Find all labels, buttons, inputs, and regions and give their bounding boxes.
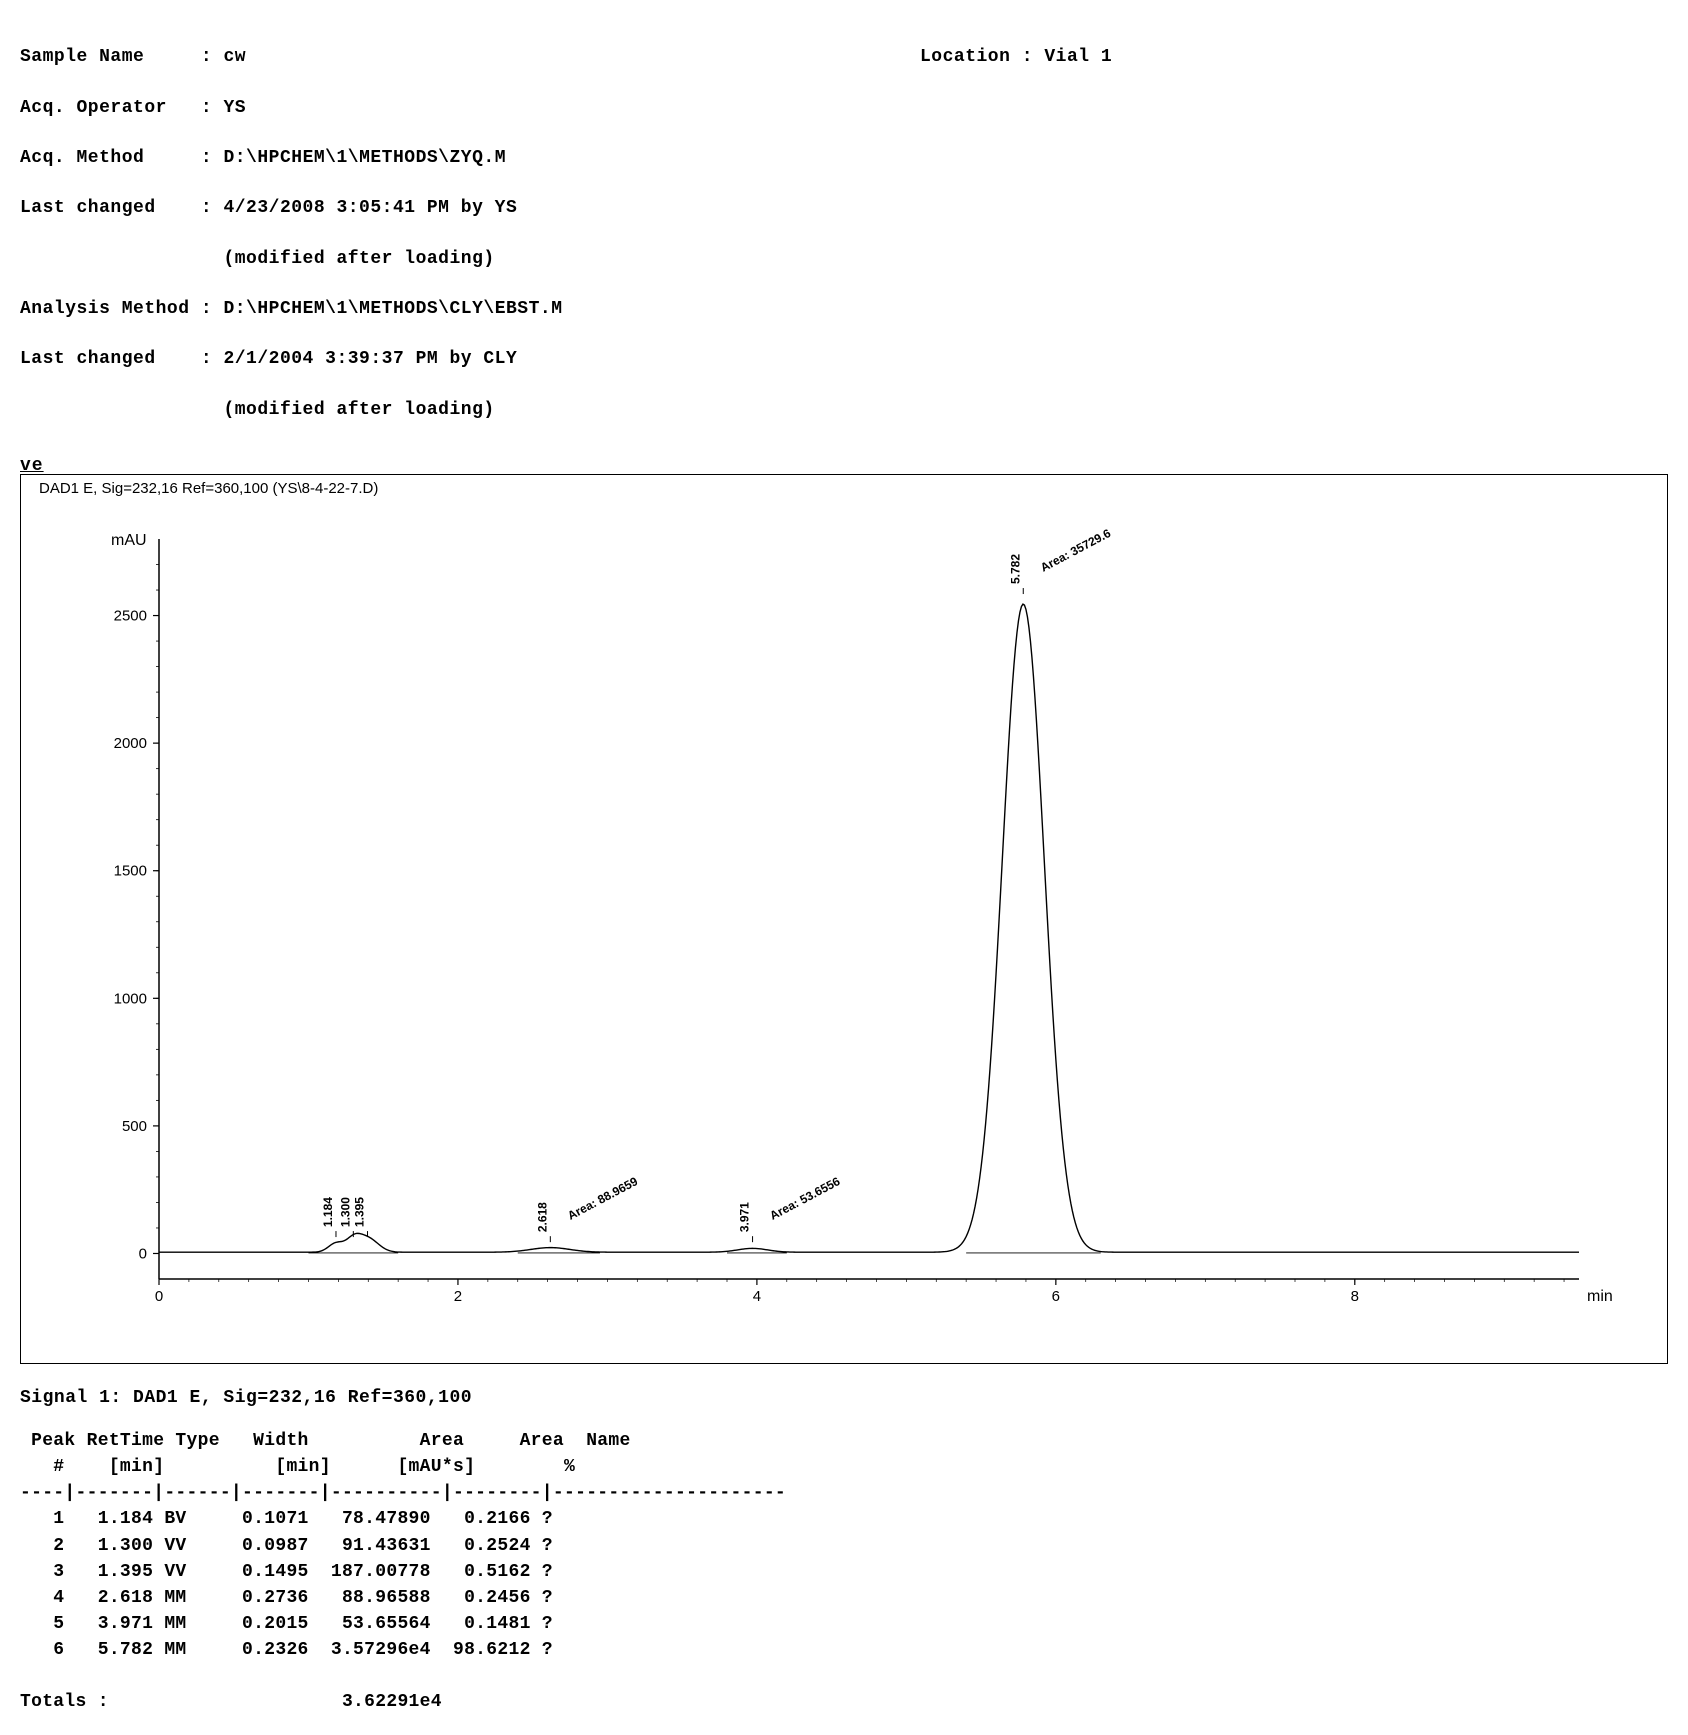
analysis-method-label: Analysis Method :	[20, 299, 212, 319]
report-header: Sample Name : cw Location : Vial 1 Acq. …	[20, 20, 1668, 448]
svg-text:2000: 2000	[114, 735, 147, 752]
sample-name: cw	[223, 47, 246, 67]
svg-text:mAU: mAU	[111, 532, 147, 549]
svg-text:min: min	[1587, 1288, 1613, 1305]
last-changed-2-label: Last changed	[20, 349, 156, 369]
svg-text:0: 0	[155, 1288, 163, 1305]
svg-text:500: 500	[122, 1118, 147, 1135]
peak-table: Peak RetTime Type Width Area Area Name #…	[20, 1428, 1668, 1715]
svg-text:1000: 1000	[114, 990, 147, 1007]
signal-label: Signal 1: DAD1 E, Sig=232,16 Ref=360,100	[20, 1388, 1668, 1408]
last-changed-2-note: (modified after loading)	[223, 400, 494, 420]
acq-method: D:\HPCHEM\1\METHODS\ZYQ.M	[223, 148, 506, 168]
chromatogram-svg: 0 500 1000 1500 2000 2500 mAU 0 2 4 6 8 min 5.782 Area…	[39, 499, 1619, 1339]
svg-text:2500: 2500	[114, 608, 147, 625]
last-changed-1-label: Last changed	[20, 198, 156, 218]
svg-text:6: 6	[1052, 1288, 1060, 1305]
svg-text:4: 4	[753, 1288, 761, 1305]
svg-text:3.971: 3.971	[738, 1202, 752, 1232]
svg-text:0: 0	[139, 1246, 147, 1263]
svg-text:1.300: 1.300	[338, 1197, 352, 1227]
chart-title: DAD1 E, Sig=232,16 Ref=360,100 (YS\8-4-2…	[39, 480, 378, 497]
chromatogram-chart: DAD1 E, Sig=232,16 Ref=360,100 (YS\8-4-2…	[20, 474, 1668, 1364]
svg-text:8: 8	[1351, 1288, 1359, 1305]
sample-name-label: Sample Name	[20, 47, 144, 67]
last-changed-1-note: (modified after loading)	[223, 249, 494, 269]
svg-text:1.395: 1.395	[353, 1197, 367, 1227]
acq-operator-label: Acq. Operator	[20, 98, 167, 118]
svg-text:5.782: 5.782	[1008, 554, 1022, 584]
svg-text:1500: 1500	[114, 863, 147, 880]
svg-text:2.618: 2.618	[535, 1202, 549, 1232]
ve-label: ve	[20, 456, 1668, 476]
acq-method-label: Acq. Method	[20, 148, 144, 168]
location-label: Location :	[920, 47, 1033, 67]
location-value: Vial 1	[1044, 47, 1112, 67]
last-changed-2: 2/1/2004 3:39:37 PM by CLY	[223, 349, 517, 369]
svg-text:Area: 88.9659: Area: 88.9659	[565, 1174, 640, 1223]
svg-text:Area: 53.6556: Area: 53.6556	[767, 1174, 842, 1223]
svg-text:1.184: 1.184	[321, 1197, 335, 1227]
svg-text:2: 2	[454, 1288, 462, 1305]
acq-operator: YS	[223, 98, 246, 118]
analysis-method: D:\HPCHEM\1\METHODS\CLY\EBST.M	[223, 299, 562, 319]
svg-text:Area: 35729.6: Area: 35729.6	[1038, 526, 1113, 575]
last-changed-1: 4/23/2008 3:05:41 PM by YS	[223, 198, 517, 218]
